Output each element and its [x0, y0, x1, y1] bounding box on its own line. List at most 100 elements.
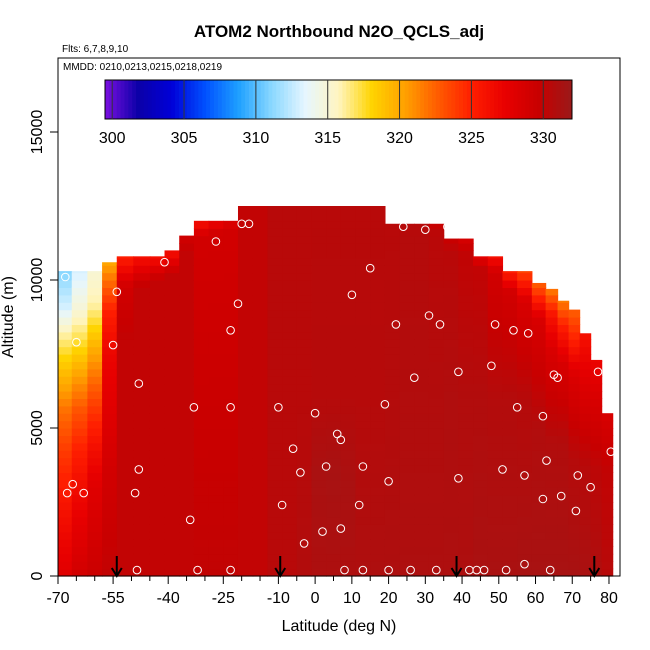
heatmap-cell	[443, 457, 459, 466]
y-axis-label: Altitude (m)	[0, 276, 17, 358]
heatmap-cell	[326, 391, 342, 399]
heatmap-cell	[326, 361, 342, 370]
heatmap-cell	[193, 317, 210, 325]
heatmap-cell	[326, 228, 342, 237]
heatmap-cell	[502, 509, 518, 518]
heatmap-cell	[370, 420, 386, 429]
heatmap-cell	[384, 568, 401, 577]
heatmap-cell	[133, 465, 151, 473]
heatmap-cell	[443, 465, 459, 473]
heatmap-cell	[102, 324, 118, 333]
heatmap-cell	[296, 243, 313, 251]
colorbar-cell	[357, 80, 363, 119]
heatmap-cell	[370, 206, 386, 214]
colorbar-cell	[295, 80, 301, 119]
heatmap-cell	[237, 531, 254, 540]
heatmap-cell	[102, 487, 118, 496]
heatmap-cell	[282, 368, 298, 377]
colorbar-cell	[315, 80, 320, 119]
heatmap-cell	[568, 361, 581, 370]
heatmap-cell	[223, 553, 239, 562]
heatmap-cell	[58, 479, 73, 488]
heatmap-cell	[179, 524, 195, 533]
colorbar-cell	[513, 80, 519, 119]
heatmap-cell	[399, 339, 415, 348]
heatmap-cell	[208, 568, 224, 577]
heatmap-cell	[58, 309, 73, 318]
heatmap-cell	[517, 272, 533, 281]
heatmap-cell	[71, 561, 88, 570]
heatmap-cell	[487, 391, 504, 399]
observation-point	[479, 565, 489, 575]
heatmap-cell	[179, 272, 195, 281]
heatmap-cell	[340, 346, 357, 355]
heatmap-cell	[87, 450, 103, 459]
heatmap-cell	[237, 235, 254, 244]
heatmap-cell	[370, 391, 386, 399]
colorbar-cell	[400, 80, 406, 119]
colorbar-cell	[416, 80, 421, 119]
heatmap-cell	[502, 346, 518, 355]
heatmap-cell	[384, 317, 401, 325]
heatmap-cell	[531, 487, 547, 496]
heatmap-cell	[428, 479, 445, 488]
heatmap-cell	[133, 257, 151, 266]
heatmap-cell	[545, 502, 559, 510]
heatmap-cell	[399, 294, 415, 303]
heatmap-cell	[164, 361, 180, 370]
heatmap-cell	[102, 516, 118, 525]
heatmap-cell	[296, 531, 313, 540]
observation-point	[336, 524, 346, 533]
heatmap-cell	[102, 368, 118, 377]
heatmap-cell	[487, 256, 504, 259]
heatmap-cell	[473, 309, 489, 318]
flight-markers	[110, 556, 601, 578]
heatmap-cell	[252, 243, 268, 251]
heatmap-cell	[414, 376, 430, 385]
heatmap-cell	[340, 457, 357, 466]
heatmap-cell	[531, 331, 547, 340]
heatmap-cell	[384, 346, 401, 355]
heatmap-cell	[414, 302, 430, 311]
observation-point	[406, 565, 415, 575]
heatmap-cell	[252, 354, 268, 362]
heatmap-cell	[133, 494, 151, 503]
heatmap-cell	[164, 472, 180, 481]
heatmap-cell	[531, 287, 547, 296]
heatmap-cell	[458, 539, 474, 547]
heatmap-cell	[87, 494, 103, 503]
heatmap-cell	[517, 368, 533, 377]
heatmap-cell	[355, 479, 371, 488]
heatmap-cell	[164, 257, 180, 266]
heatmap-cell	[502, 354, 518, 362]
heatmap-cell	[311, 457, 327, 466]
heatmap-cell	[414, 420, 430, 429]
heatmap-cell	[601, 553, 614, 562]
heatmap-cell	[116, 494, 134, 503]
heatmap-cell	[545, 442, 559, 451]
colorbar-cell	[521, 80, 526, 119]
heatmap-cell	[384, 354, 401, 362]
heatmap-cell	[252, 553, 268, 562]
heatmap-cell	[282, 450, 298, 459]
observation-points	[61, 219, 616, 575]
heatmap-cell	[311, 465, 327, 473]
heatmap-cell	[237, 472, 254, 481]
heatmap-cell	[58, 280, 73, 288]
heatmap-cell	[458, 272, 474, 281]
heatmap-cell	[340, 568, 357, 577]
heatmap-cell	[116, 531, 134, 540]
heatmap-cell	[399, 243, 415, 251]
heatmap-cell	[102, 317, 118, 325]
heatmap-cell	[223, 435, 239, 444]
heatmap-cell	[149, 539, 166, 547]
heatmap-cell	[149, 280, 166, 288]
heatmap-cell	[557, 487, 570, 496]
heatmap-cell	[502, 553, 518, 562]
heatmap-cell	[223, 280, 239, 288]
heatmap-cell	[164, 413, 180, 422]
heatmap-cell	[58, 317, 73, 325]
heatmap-cell	[282, 228, 298, 237]
heatmap-cell	[164, 531, 180, 540]
heatmap-cell	[443, 294, 459, 303]
